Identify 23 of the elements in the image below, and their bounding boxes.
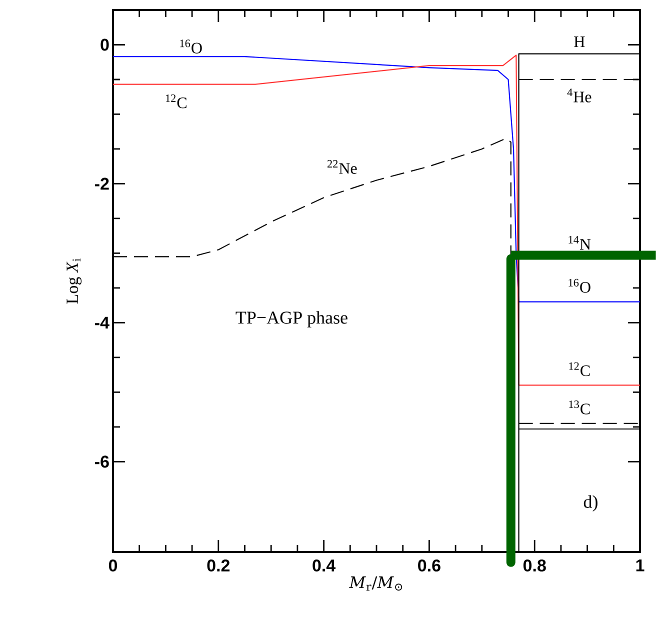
x-axis-title: M$_{r}$/M$_{⊙}$ bbox=[348, 576, 402, 591]
series-label: $^{22}$Ne bbox=[327, 160, 357, 174]
annotation: $^{14}$N bbox=[568, 236, 591, 250]
y-axis-title: Log X$_{i}$ bbox=[66, 258, 82, 304]
y-tick-label: -6 bbox=[95, 456, 109, 468]
series-label: $^{12}$C bbox=[569, 362, 590, 376]
x-tick-label: 0 bbox=[108, 560, 118, 572]
y-tick-label: -4 bbox=[95, 316, 110, 329]
x-tick-label: 0.4 bbox=[312, 560, 336, 572]
series-label: $^{4}$He bbox=[567, 88, 592, 102]
series-label: $^{12}$C bbox=[166, 94, 186, 108]
x-tick-label: 0.8 bbox=[523, 560, 546, 572]
annotation: TP−AGP phase bbox=[236, 311, 348, 328]
series-label: $^{16}$O bbox=[568, 278, 590, 293]
series-label: $^{13}$C bbox=[569, 400, 590, 414]
annotation: d) bbox=[584, 495, 598, 512]
x-tick-label: 1 bbox=[636, 560, 644, 572]
x-tick-label: 0.6 bbox=[418, 560, 440, 572]
y-tick-label: -2 bbox=[95, 178, 109, 190]
series-label: H bbox=[574, 36, 585, 48]
x-tick-label: 0.2 bbox=[207, 560, 230, 572]
series-label: $^{16}$O bbox=[180, 40, 202, 54]
y-tick-label: 0 bbox=[100, 38, 109, 51]
